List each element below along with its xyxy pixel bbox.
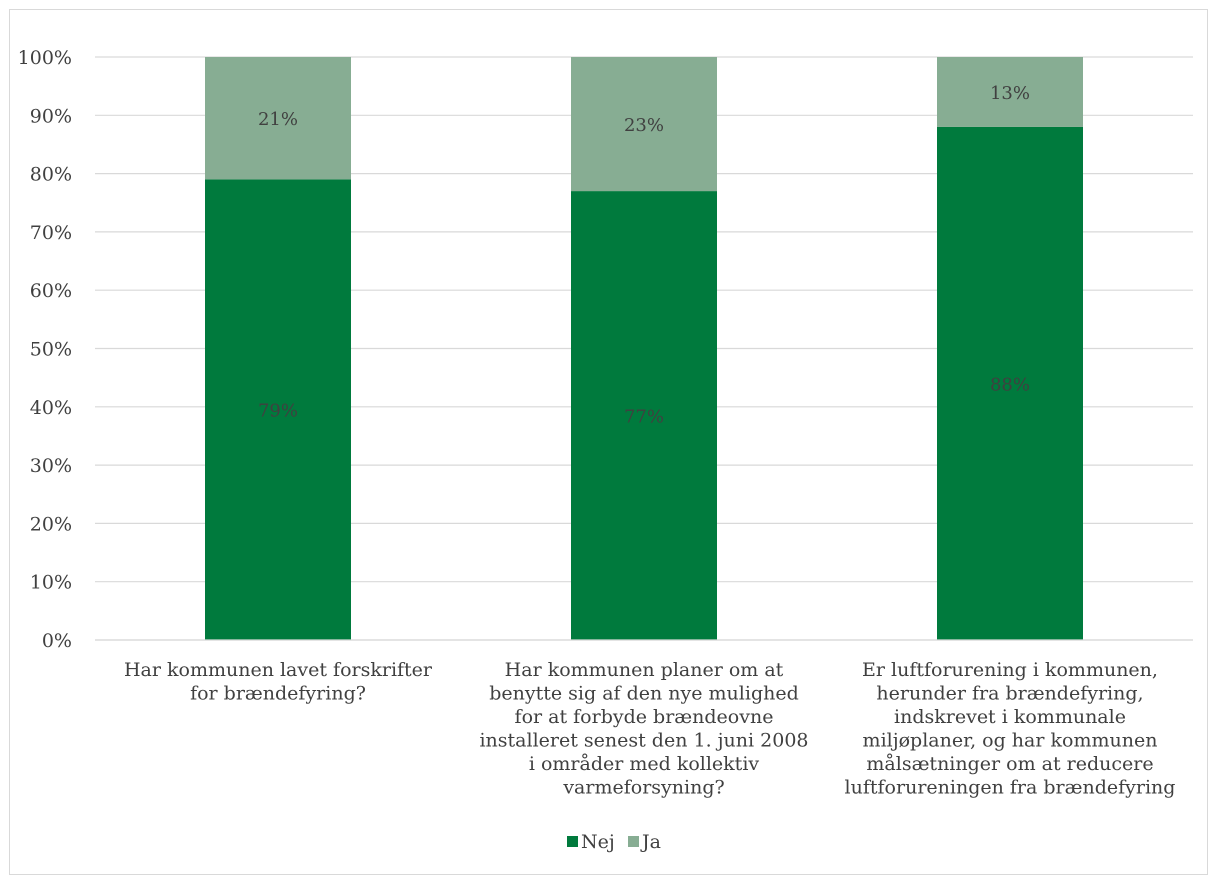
category-label: luftforureningen fra brændefyring [845, 777, 1176, 799]
y-tick-label: 80% [30, 164, 72, 186]
y-tick-label: 90% [30, 105, 72, 127]
data-label: 77% [624, 407, 664, 428]
y-tick-label: 70% [30, 222, 72, 244]
bar-segment-ja [937, 57, 1083, 127]
category-label: indskrevet i kommunale [894, 706, 1126, 728]
bars [205, 57, 1083, 640]
data-label: 88% [990, 374, 1030, 395]
category-label: for brændefyring? [190, 683, 366, 705]
category-label: i områder med kollektiv [529, 753, 760, 775]
category-label: Har kommunen planer om at [505, 659, 784, 681]
y-tick-label: 40% [30, 397, 72, 419]
data-label: 79% [258, 401, 298, 422]
data-label: 13% [990, 83, 1030, 104]
category-label: installeret senest den 1. juni 2008 [479, 730, 808, 752]
category-label: målsætninger om at reducere [866, 753, 1153, 775]
y-tick-label: 20% [30, 513, 72, 535]
bar-segment-ja [571, 57, 717, 192]
bar-segment-nej [205, 179, 351, 640]
y-tick-label: 30% [30, 455, 72, 477]
legend-label-ja: Ja [640, 831, 661, 853]
y-tick-label: 60% [30, 280, 72, 302]
category-label: varmeforsyning? [562, 777, 724, 799]
category-label: herunder fra brændefyring, [876, 683, 1143, 705]
y-tick-label: 0% [42, 630, 72, 652]
legend: Nej Ja [567, 831, 661, 853]
y-tick-label: 10% [30, 572, 72, 594]
bar-segment-nej [571, 191, 717, 640]
y-axis: 0% 10% 20% 30% 40% 50% 60% 70% 80% 90% 100% [18, 47, 72, 652]
category-label: Er luftforurening i kommunen, [862, 659, 1158, 681]
legend-swatch-ja [628, 836, 639, 847]
category-label: Har kommunen lavet forskrifter [124, 659, 433, 681]
y-tick-label: 50% [30, 339, 72, 361]
data-label: 21% [258, 109, 298, 130]
category-label: for at forbyde brændeovne [515, 706, 774, 728]
bar-segment-ja [205, 57, 351, 180]
legend-swatch-nej [567, 836, 578, 847]
data-labels: 79% 21% 77% 23% 88% 13% [258, 83, 1030, 428]
data-label: 23% [624, 115, 664, 136]
legend-label-nej: Nej [581, 831, 615, 853]
bar-segment-nej [937, 126, 1083, 640]
y-tick-label: 100% [18, 47, 72, 69]
category-label: benytte sig af den nye mulighed [489, 683, 799, 705]
category-label: miljøplaner, og har kommunen [863, 730, 1158, 752]
